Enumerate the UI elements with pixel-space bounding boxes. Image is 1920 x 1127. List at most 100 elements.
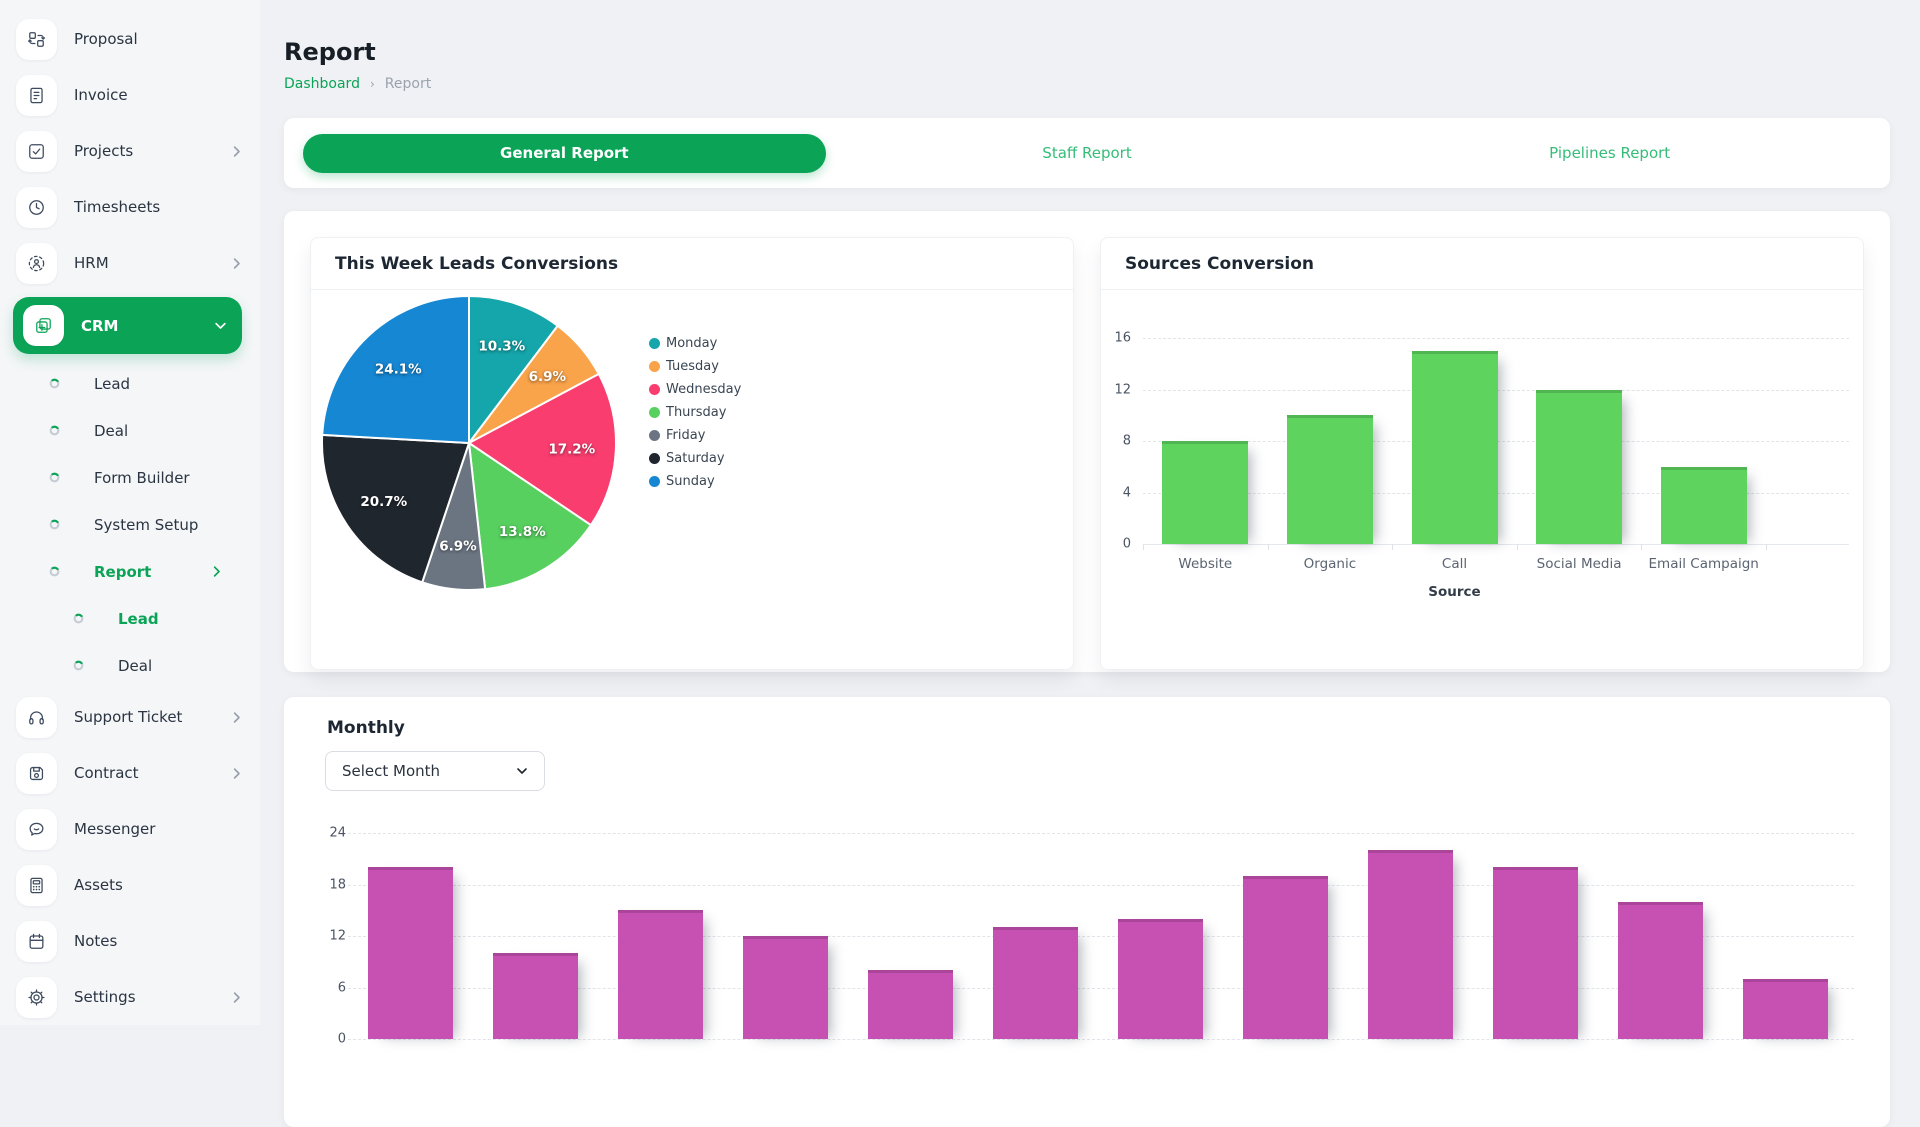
pie-data-label: 13.8% — [499, 524, 546, 540]
legend-label: Thursday — [666, 405, 726, 420]
bar-month-2 — [493, 953, 578, 1039]
charts-panel: This Week Leads Conversions 10.3%6.9%17.… — [284, 211, 1890, 672]
sidebar-item-projects[interactable]: Projects — [0, 123, 260, 179]
x-axis-title: Source — [1428, 584, 1480, 600]
x-axis-tick — [1392, 544, 1393, 550]
breadcrumb-dashboard-link[interactable]: Dashboard — [284, 76, 360, 92]
legend-label: Saturday — [666, 451, 725, 466]
bar-month-6 — [993, 927, 1078, 1039]
bar-month-11 — [1618, 902, 1703, 1039]
bar-website — [1162, 441, 1248, 544]
pie-data-label: 17.2% — [548, 441, 595, 457]
tab-staff-report[interactable]: Staff Report — [826, 134, 1349, 173]
pie-data-label: 20.7% — [360, 494, 407, 510]
sidebar-item-proposal[interactable]: Proposal — [0, 11, 260, 67]
sidebar-subitem-label: Deal — [118, 657, 152, 675]
sidebar-subitem-deal[interactable]: Deal — [0, 642, 260, 689]
sidebar-item-notes[interactable]: Notes — [0, 913, 260, 969]
sidebar-item-label: CRM — [81, 317, 119, 335]
sidebar-item-label: Projects — [74, 142, 133, 160]
x-axis-line — [1143, 544, 1849, 545]
sidebar-item-label: Proposal — [74, 30, 138, 48]
chevron-right-icon — [229, 144, 244, 159]
support-ticket-icon — [16, 697, 57, 738]
legend-item-monday: Monday — [649, 332, 741, 355]
y-axis-tick: 4 — [1101, 485, 1131, 500]
pie-chart-svg: 10.3%6.9%17.2%13.8%6.9%20.7%24.1% — [319, 293, 619, 593]
legend-dot — [649, 361, 660, 372]
sidebar-item-timesheets[interactable]: Timesheets — [0, 179, 260, 235]
sidebar-subitem-label: Lead — [118, 610, 159, 628]
leads-conversions-card: This Week Leads Conversions 10.3%6.9%17.… — [310, 237, 1074, 670]
x-axis-label: Organic — [1304, 556, 1357, 572]
bar-month-10 — [1493, 867, 1578, 1039]
sidebar-subitem-form-builder[interactable]: Form Builder — [0, 454, 260, 501]
legend-item-friday: Friday — [649, 424, 741, 447]
sidebar-item-contract[interactable]: Contract — [0, 745, 260, 801]
page-title: Report — [284, 38, 1890, 66]
x-axis-tick — [1143, 544, 1144, 550]
sidebar-item-label: Notes — [74, 932, 117, 950]
sidebar-subitem-system-setup[interactable]: System Setup — [0, 501, 260, 548]
leads-conversions-title: This Week Leads Conversions — [311, 238, 1073, 290]
gridline — [348, 1039, 1854, 1040]
sidebar-subitem-lead[interactable]: Lead — [0, 360, 260, 407]
chevron-right-icon — [209, 564, 224, 579]
y-axis-tick: 24 — [284, 826, 346, 841]
chevron-right-icon — [229, 766, 244, 781]
breadcrumb-chevron-icon: › — [370, 77, 375, 91]
legend-label: Monday — [666, 336, 717, 351]
bar-month-4 — [743, 936, 828, 1039]
legend-label: Wednesday — [666, 382, 741, 397]
sidebar-item-settings[interactable]: Settings — [0, 969, 260, 1025]
chevron-down-icon — [213, 318, 228, 333]
x-axis-tick — [1641, 544, 1642, 550]
legend-label: Sunday — [666, 474, 715, 489]
legend-label: Tuesday — [666, 359, 719, 374]
sidebar-item-assets[interactable]: Assets — [0, 857, 260, 913]
crm-icon — [23, 305, 64, 346]
bar-call — [1412, 351, 1498, 544]
legend-item-saturday: Saturday — [649, 447, 741, 470]
bullet-ring-icon — [49, 472, 77, 483]
tab-general-report[interactable]: General Report — [303, 134, 826, 173]
breadcrumb-current: Report — [385, 76, 431, 92]
y-axis-tick: 12 — [284, 929, 346, 944]
y-axis-tick: 12 — [1101, 382, 1131, 397]
sidebar-item-hrm[interactable]: HRM — [0, 235, 260, 291]
sidebar-subitem-lead[interactable]: Lead — [0, 595, 260, 642]
bar-month-12 — [1743, 979, 1828, 1039]
x-axis-tick — [1517, 544, 1518, 550]
sidebar-item-invoice[interactable]: Invoice — [0, 67, 260, 123]
gridline — [1143, 338, 1849, 339]
x-axis-label: Social Media — [1537, 556, 1622, 572]
sidebar-item-label: Messenger — [74, 820, 155, 838]
x-axis-label: Call — [1442, 556, 1467, 572]
projects-icon — [16, 131, 57, 172]
legend-item-thursday: Thursday — [649, 401, 741, 424]
bullet-ring-icon — [49, 425, 77, 436]
messenger-icon — [16, 809, 57, 850]
x-axis-tick — [1268, 544, 1269, 550]
sidebar-subitem-deal[interactable]: Deal — [0, 407, 260, 454]
sidebar-subitem-label: Deal — [94, 422, 128, 440]
y-axis-tick: 16 — [1101, 331, 1131, 346]
sidebar-subitem-label: System Setup — [94, 516, 198, 534]
assets-icon — [16, 865, 57, 906]
chevron-right-icon — [229, 256, 244, 271]
sidebar-item-label: Invoice — [74, 86, 128, 104]
sidebar-item-crm[interactable]: CRM — [13, 297, 242, 354]
invoice-icon — [16, 75, 57, 116]
pie-data-label: 10.3% — [478, 339, 525, 355]
sidebar-item-messenger[interactable]: Messenger — [0, 801, 260, 857]
legend-item-wednesday: Wednesday — [649, 378, 741, 401]
sidebar-item-label: Settings — [74, 988, 136, 1006]
tab-pipelines-report[interactable]: Pipelines Report — [1348, 134, 1871, 173]
bullet-ring-icon — [49, 519, 77, 530]
sidebar-item-support-ticket[interactable]: Support Ticket — [0, 689, 260, 745]
sidebar-subitem-report[interactable]: Report — [0, 548, 260, 595]
